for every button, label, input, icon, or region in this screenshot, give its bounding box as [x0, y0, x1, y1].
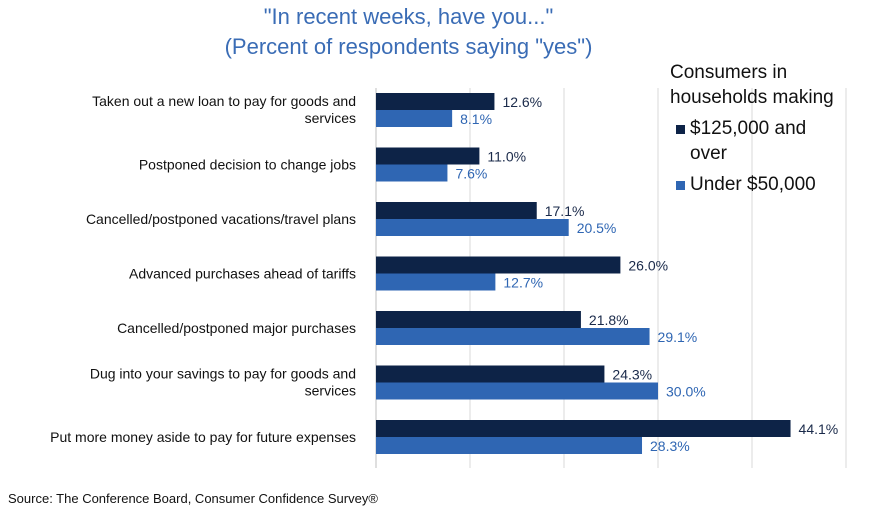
category-label: Put more money aside to pay for future e… [50, 429, 356, 445]
legend-swatch-high-income [676, 125, 685, 134]
category-label: Cancelled/postponed major purchases [117, 320, 356, 336]
bar-high-income [376, 420, 791, 437]
legend-title-line: Consumers in [670, 62, 788, 83]
legend-label-line: $125,000 and [690, 118, 807, 139]
bar-high-income [376, 93, 495, 110]
category-label: Dug into your savings to pay for goods a… [90, 366, 356, 399]
category-label: Postponed decision to change jobs [139, 157, 356, 173]
data-label: 24.3% [612, 367, 652, 383]
category-label-line: Taken out a new loan to pay for goods an… [92, 93, 356, 109]
legend-item-high-income: $125,000 and over [670, 116, 870, 166]
category-label-line: services [305, 383, 356, 399]
bar-high-income [376, 311, 581, 328]
data-label: 30.0% [666, 384, 706, 400]
bar-low-income [376, 110, 453, 127]
bar-low-income [376, 328, 650, 345]
data-label: 44.1% [799, 421, 839, 437]
bar-low-income [376, 382, 658, 400]
source-note: Source: The Conference Board, Consumer C… [8, 491, 378, 506]
bar-low-income [376, 164, 448, 182]
bar-high-income [376, 365, 605, 383]
bar-low-income [376, 437, 643, 454]
bar-high-income [376, 256, 621, 274]
legend-label-line: over [690, 143, 727, 164]
legend-title-line: households making [670, 87, 834, 108]
legend-label-line: Under $50,000 [690, 174, 816, 195]
bar-low-income [376, 219, 569, 236]
data-label: 7.6% [455, 166, 487, 182]
data-label: 29.1% [658, 329, 698, 345]
chart-title-line2: (Percent of respondents saying "yes") [224, 34, 593, 59]
chart-title-line1: "In recent weeks, have you..." [263, 4, 554, 29]
data-label: 8.1% [460, 111, 492, 127]
data-label: 17.1% [545, 203, 585, 219]
data-label: 28.3% [650, 438, 690, 454]
legend-title: Consumers in households making [670, 60, 870, 110]
data-label: 12.6% [502, 94, 542, 110]
data-label: 21.8% [589, 312, 629, 328]
bar-high-income [376, 202, 537, 219]
data-label: 11.0% [487, 149, 526, 165]
legend-item-low-income: Under $50,000 [670, 172, 870, 197]
data-label: 12.7% [503, 275, 543, 291]
category-label-line: Dug into your savings to pay for goods a… [90, 366, 356, 382]
data-label: 26.0% [628, 258, 668, 274]
legend: Consumers in households making $125,000 … [670, 60, 870, 203]
category-label: Advanced purchases ahead of tariffs [129, 266, 356, 282]
legend-swatch-low-income [676, 181, 685, 190]
category-label: Cancelled/postponed vacations/travel pla… [86, 211, 356, 227]
category-label-line: services [305, 110, 356, 126]
category-label: Taken out a new loan to pay for goods an… [92, 93, 356, 126]
bar-low-income [376, 273, 496, 291]
data-label: 20.5% [577, 220, 617, 236]
bar-high-income [376, 147, 480, 165]
